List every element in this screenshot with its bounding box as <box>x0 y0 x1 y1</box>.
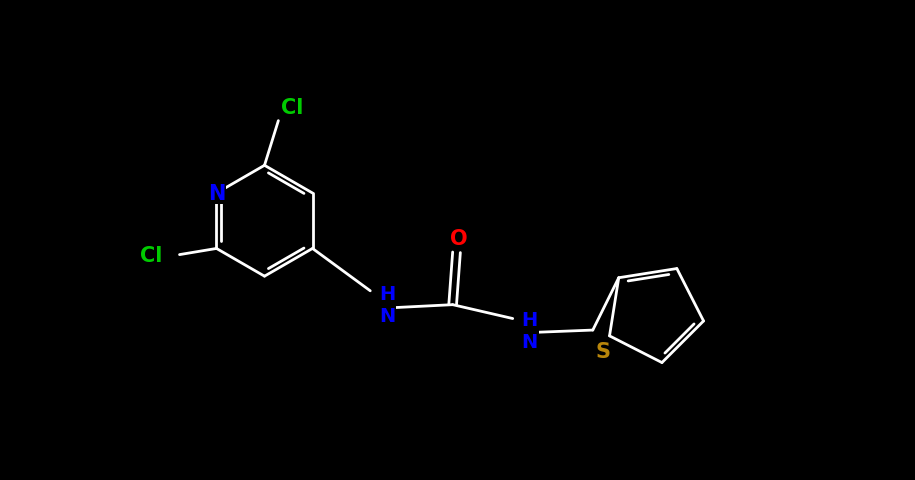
Text: O: O <box>450 229 468 249</box>
Text: N: N <box>208 184 225 204</box>
Text: H
N: H N <box>522 310 538 351</box>
Text: Cl: Cl <box>281 97 304 118</box>
Text: Cl: Cl <box>140 245 163 265</box>
Text: H
N: H N <box>379 285 395 325</box>
Text: S: S <box>596 342 611 361</box>
